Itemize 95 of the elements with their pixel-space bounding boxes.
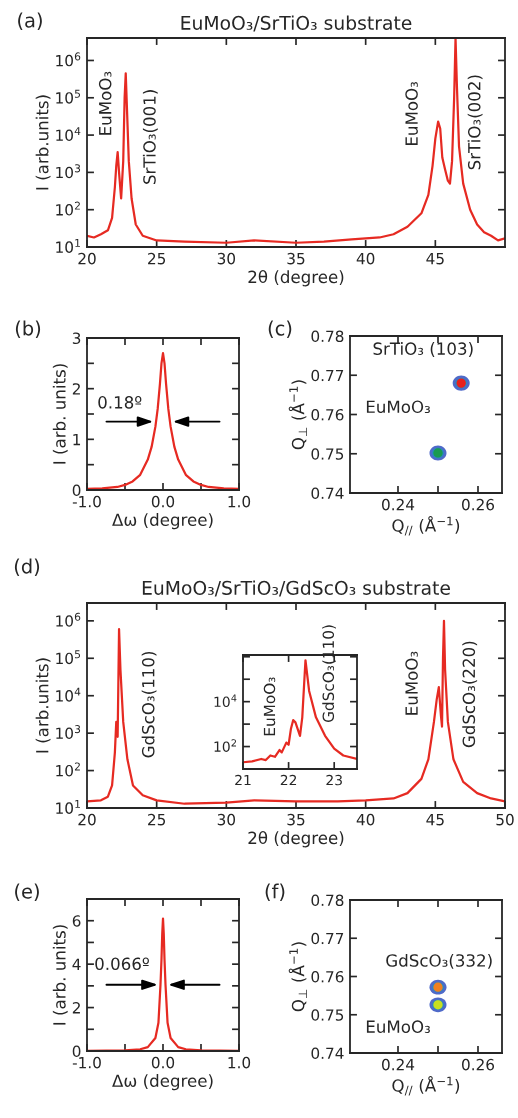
y-tick-label: 1 <box>73 434 81 446</box>
y-tick-label: 10$^{6}$ <box>56 612 81 627</box>
y-axis-title: Q$_{⊥}$ (Å$^{−1}$) <box>288 942 307 1012</box>
x-tick-label: 1.0 <box>228 495 251 508</box>
y-tick-label: 10$^{3}$ <box>56 725 81 740</box>
y-tick-label: 10$^{5}$ <box>56 89 81 104</box>
chart-title: EuMoO₃/SrTiO₃/GdScO₃ substrate <box>142 580 450 597</box>
y-tick-label: 0.78 <box>311 894 344 907</box>
y-tick-label: 10$^{5}$ <box>56 650 81 665</box>
annotation: EuMoO₃ <box>366 1020 430 1033</box>
x-tick-label: 30 <box>217 252 236 265</box>
y-tick-label: 10$^{2}$ <box>56 762 80 777</box>
x-tick-label: 20 <box>78 813 96 826</box>
y-tick-label: 0.75 <box>311 448 344 460</box>
y-tick-label: 3 <box>72 332 81 345</box>
line-series <box>87 619 505 805</box>
chart-title: EuMoO₃/SrTiO₃ substrate <box>181 15 412 32</box>
y-tick-label: 0.77 <box>311 932 344 945</box>
x-tick-label: 35 <box>287 252 305 265</box>
x-tick-label: 20 <box>78 252 96 265</box>
y-tick-label: 0.78 <box>311 330 344 343</box>
x-tick-label: 40 <box>356 813 375 826</box>
y-tick-label: 4 <box>72 958 81 970</box>
y-tick-label: 10$^{1}$ <box>56 800 80 814</box>
x-tick-label: 21 <box>235 774 251 786</box>
y-tick-label: 10$^{1}$ <box>56 239 80 253</box>
y-tick-label: 0.74 <box>311 487 344 500</box>
text: (c) <box>268 320 292 338</box>
y-axis-title: I (arb. units) <box>52 925 68 1025</box>
y-tick-label: 0 <box>72 484 81 497</box>
y-tick-label: 0.76 <box>311 408 344 421</box>
y-axis-title: I (arb.units) <box>35 95 51 190</box>
annotation: GdScO₃(332) <box>386 953 492 969</box>
y-tick-label: 0.74 <box>311 1047 344 1060</box>
y-tick-label: 0.76 <box>311 970 344 983</box>
y-tick-label: 10$^{4}$ <box>214 694 237 708</box>
x-tick-label: 0.26 <box>462 498 495 511</box>
x-tick-label: 35 <box>287 813 305 826</box>
annotation: EuMoO₃ <box>366 400 430 414</box>
x-tick-label: -1.0 <box>72 1056 101 1069</box>
x-tick-label: 50 <box>496 813 514 826</box>
annotation: SrTiO₃ (103) <box>373 342 473 357</box>
annotation: EuMoO₃ <box>405 81 418 145</box>
x-tick-label: 45 <box>426 814 444 826</box>
y-tick-label: 0.77 <box>311 369 344 382</box>
x-tick-label: 45 <box>426 253 444 265</box>
x-axis-title: 2θ (degree) <box>248 270 344 287</box>
x-tick-label: 0.24 <box>382 1058 415 1071</box>
y-tick-label: 10$^{4}$ <box>56 127 81 141</box>
x-tick-label: 0.0 <box>151 1056 175 1069</box>
x-tick-label: -1.0 <box>72 495 101 508</box>
x-tick-label: 22 <box>280 774 297 786</box>
y-tick-label: 2 <box>72 383 80 395</box>
y-tick-label: 10$^{6}$ <box>56 52 81 67</box>
y-tick-label: 10$^{3}$ <box>56 164 81 179</box>
x-axis-title: Q$_{//}$ (Å$^{−1}$) <box>392 1076 460 1096</box>
y-tick-label: 10$^{2}$ <box>56 201 80 216</box>
line-series <box>87 38 505 244</box>
annotation: SrTiO₃(001) <box>142 90 158 184</box>
x-tick-label: 1.0 <box>228 1056 251 1069</box>
y-tick-label: 0 <box>72 1045 81 1058</box>
x-tick-label: 23 <box>326 774 342 786</box>
x-tick-label: 25 <box>148 252 166 265</box>
y-tick-label: 10$^{4}$ <box>56 687 81 702</box>
x-axis-title: Δω (degree) <box>112 513 213 530</box>
x-axis-title: 2θ (degree) <box>248 831 344 848</box>
annotation: GdScO₃(220) <box>462 641 478 748</box>
x-tick-label: 0.24 <box>382 498 415 511</box>
y-axis-title: Q$_{⊥}$ (Å$^{−1}$) <box>288 380 307 450</box>
annotation: GdScO₃(110) <box>322 625 336 723</box>
x-tick-label: 0.26 <box>462 1058 495 1071</box>
x-tick-label: 40 <box>356 252 375 265</box>
annotation: EuMoO₃ <box>405 651 418 715</box>
annotation: EuMoO₃ <box>263 677 276 736</box>
y-tick-label: 10$^{2}$ <box>214 739 237 752</box>
text: (f) <box>265 883 285 901</box>
y-axis-title: I (arb. units) <box>52 364 68 464</box>
text: (b) <box>15 320 41 338</box>
x-axis-title: Q$_{//}$ (Å$^{−1}$) <box>392 516 460 536</box>
y-tick-label: 6 <box>72 915 81 927</box>
y-tick-label: 2 <box>72 1002 80 1014</box>
annotation: 0.18º <box>98 396 142 409</box>
y-axis-title: I (arb.units) <box>35 658 51 753</box>
text: (d) <box>14 558 40 576</box>
annotation: 0.066º <box>95 957 149 971</box>
x-tick-label: 25 <box>148 813 166 826</box>
annotation: EuMoO₃ <box>98 71 112 135</box>
x-tick-label: 30 <box>217 813 236 826</box>
text: (e) <box>15 883 39 901</box>
x-tick-label: 0.0 <box>151 495 175 508</box>
text: (a) <box>18 12 42 30</box>
annotation: GdScO₃(110) <box>141 651 157 758</box>
x-axis-title: Δω (degree) <box>112 1074 213 1091</box>
annotation: SrTiO₃(002) <box>467 75 483 170</box>
y-tick-label: 0.75 <box>311 1009 344 1021</box>
